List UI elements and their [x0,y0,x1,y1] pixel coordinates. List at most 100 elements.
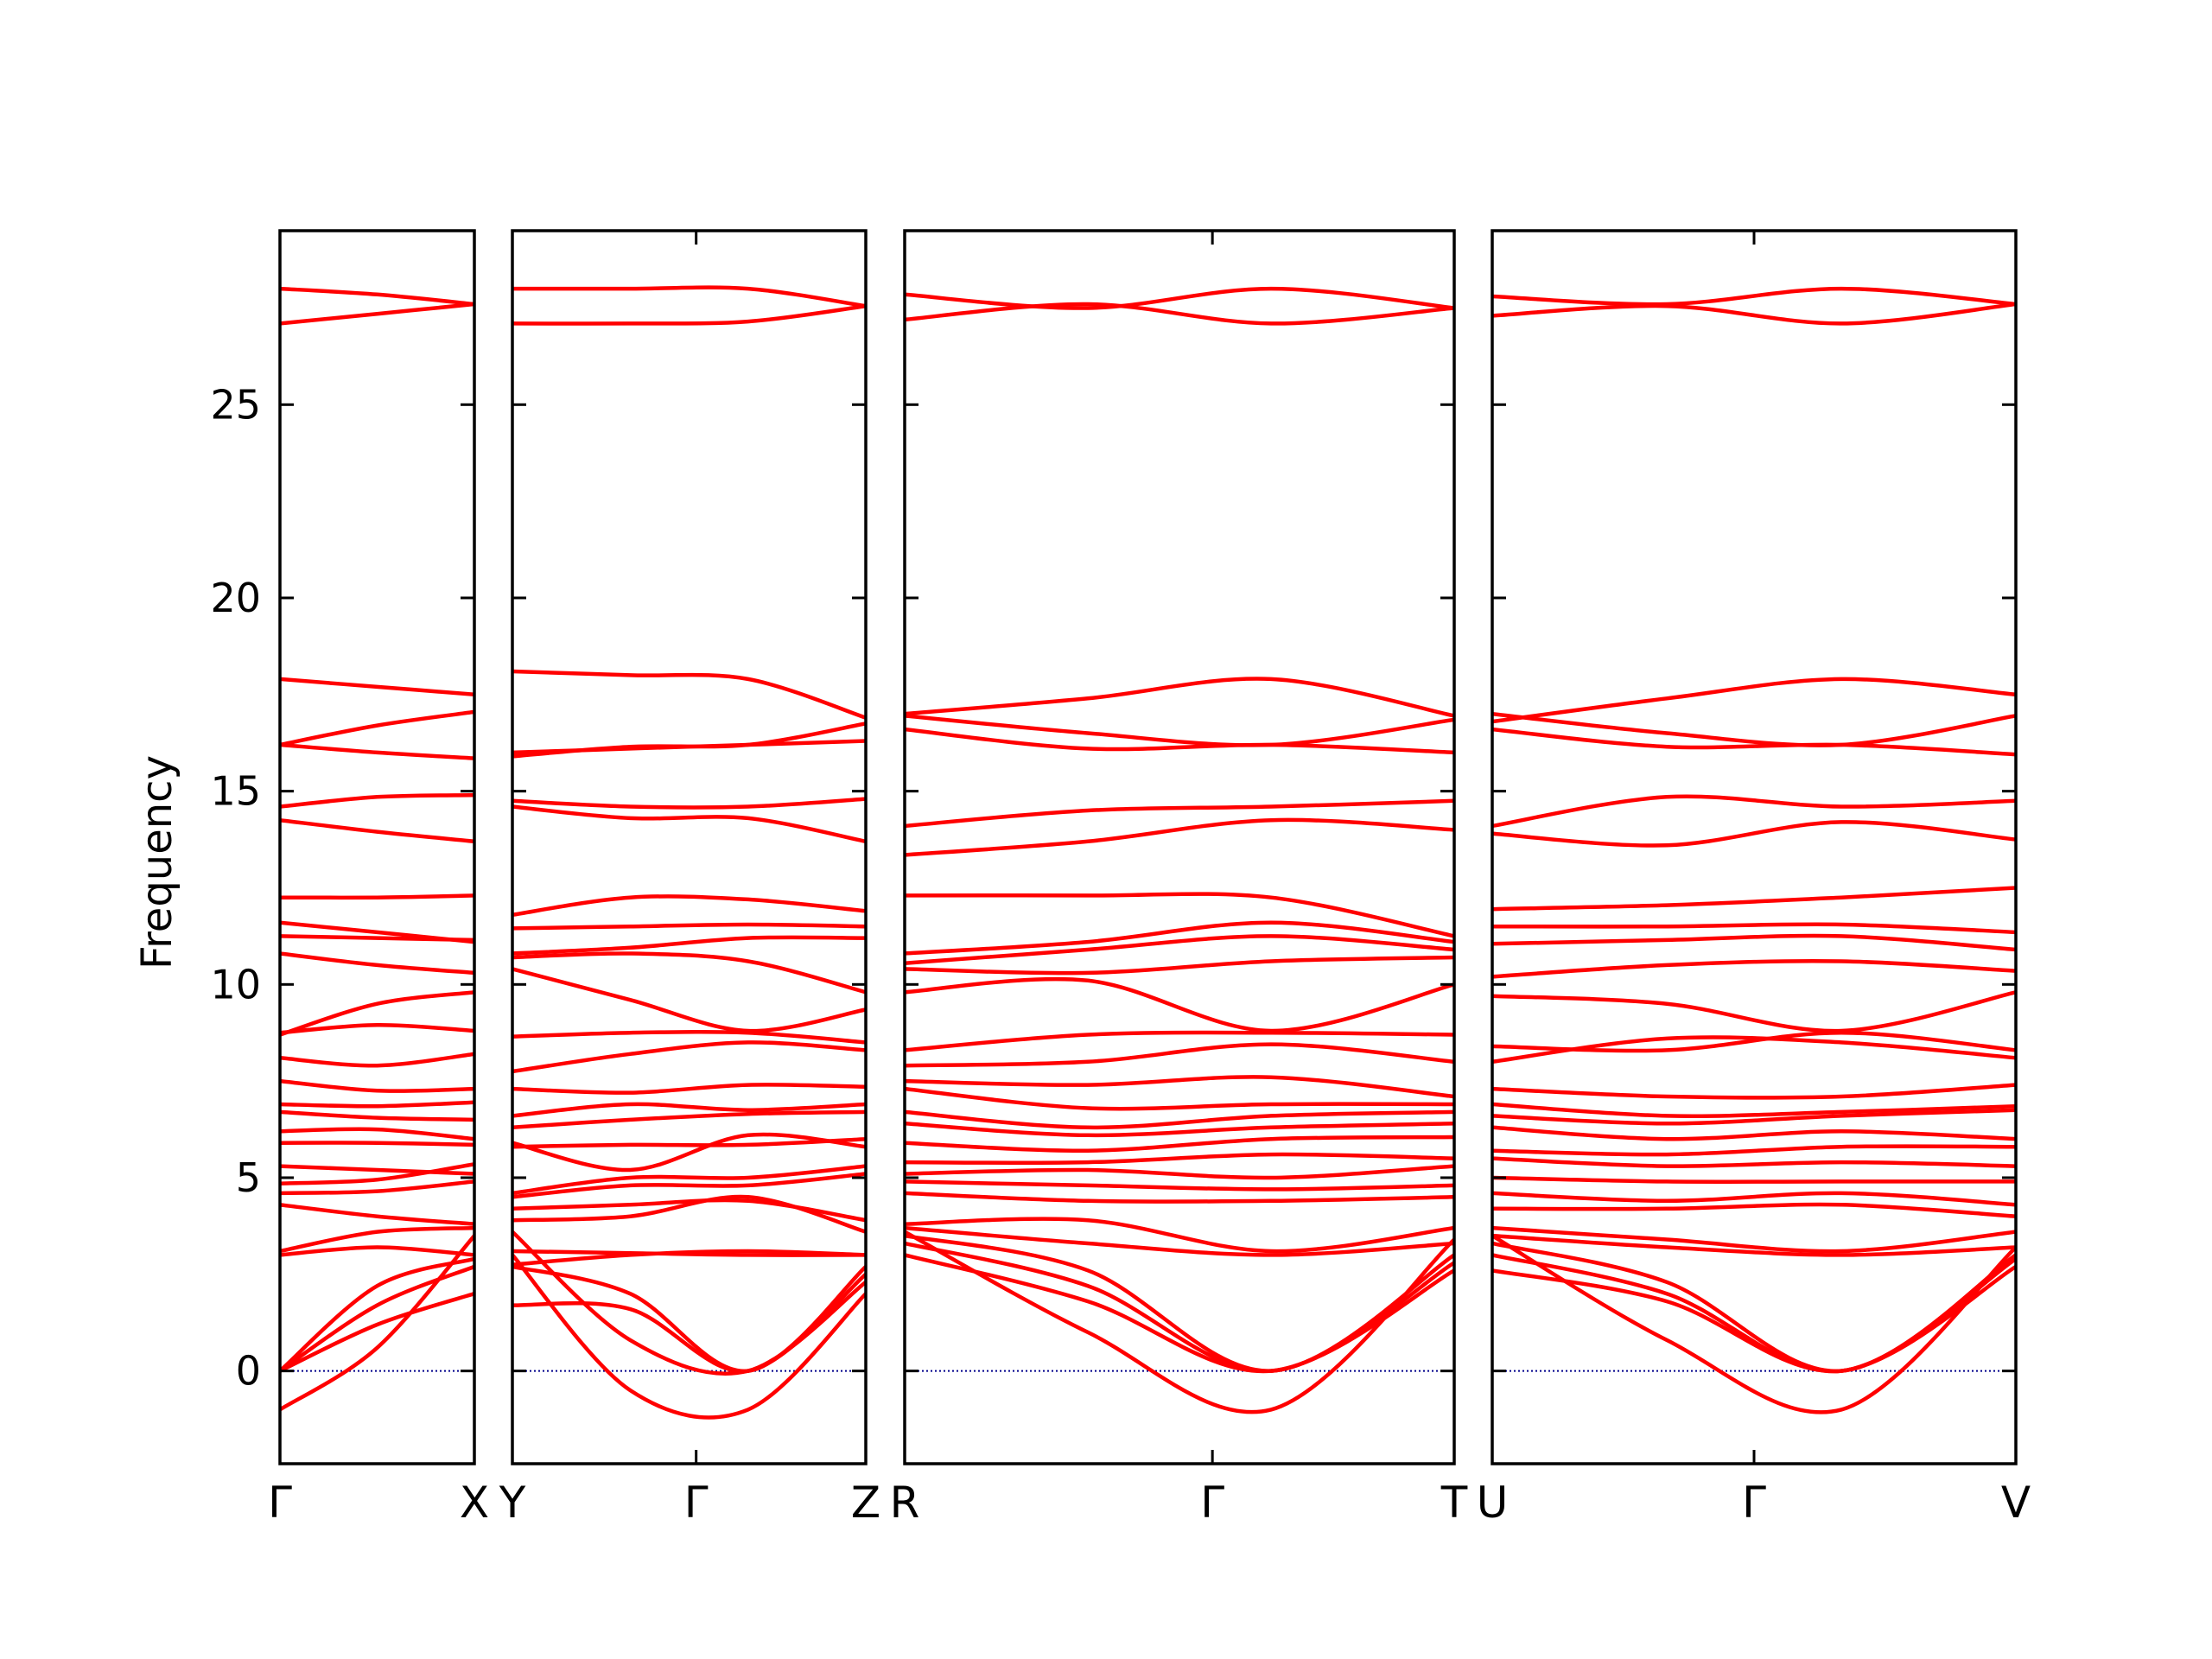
band-line-1 [905,286,1454,310]
band-line-21 [280,1162,474,1185]
band-line-26 [1492,1241,2016,1373]
band-line-16 [512,1102,866,1118]
band-line-23 [512,1194,866,1234]
band-line-25 [1492,1233,2016,1257]
band-line-19 [905,1135,1454,1153]
band-line-10 [512,935,866,956]
band-line-27 [280,1264,474,1373]
y-tick-label: 5 [236,1154,261,1201]
y-tick-label: 20 [210,575,261,621]
band-line-14 [905,1042,1454,1068]
band-line-15 [1492,1083,2016,1100]
band-line-5 [905,727,1454,755]
y-tick-label: 25 [210,381,261,428]
band-line-1 [280,286,474,307]
band-line-20 [1492,1156,2016,1168]
band-line-23 [1492,1202,2016,1218]
band-line-24 [1492,1225,2016,1254]
band-line-2 [905,302,1454,326]
panel-frame [903,229,1456,1465]
band-line-27 [905,1241,1454,1373]
band-line-25 [905,1225,1454,1257]
band-line-26 [905,1233,1454,1373]
band-line-20 [280,1164,474,1176]
band-line-5 [280,742,474,760]
band-line-18 [1492,1125,2016,1141]
y-tick-labels: 0 5 10 15 20 25 [210,381,261,1394]
band-line-11 [280,951,474,976]
band-line-8 [905,892,1454,938]
band-line-4 [905,714,1454,747]
hs-point-label: Γ [268,1478,292,1528]
band-line-16 [905,1086,1454,1111]
band-line-17 [280,1109,474,1122]
panel-frame [278,229,476,1465]
hs-point-label: Z [851,1478,880,1528]
band-line-29 [1492,1234,2016,1414]
band-line-20 [905,1152,1454,1166]
band-line-26 [512,1264,866,1373]
panel-frame [511,229,868,1465]
band-line-4 [280,709,474,747]
band-line-11 [905,955,1454,976]
band-line-1 [1492,286,2016,307]
band-group [280,286,474,1412]
band-line-19 [512,1132,866,1173]
band-line-29 [512,1253,866,1420]
band-line-18 [905,1122,1454,1138]
band-line-11 [512,951,866,995]
band-line-22 [512,1198,866,1223]
band-line-15 [905,1075,1454,1099]
hs-point-label: Y [499,1478,526,1528]
band-line-6 [905,798,1454,829]
band-line-23 [905,1191,1454,1204]
band-line-8 [512,894,866,918]
band-line-14 [280,1052,474,1068]
band-line-28 [280,1292,474,1373]
hs-point-label: V [2001,1478,2031,1528]
band-line-13 [280,1023,474,1035]
band-line-22 [280,1179,474,1196]
band-line-4 [1492,711,2016,747]
band-line-8 [1492,886,2016,912]
band-line-22 [905,1179,1454,1192]
band-line-17 [905,1109,1454,1130]
band-line-9 [512,922,866,931]
band-line-10 [280,934,474,943]
panel-frame [1491,229,2018,1465]
hs-point-label: R [890,1478,920,1528]
band-line-19 [280,1141,474,1147]
band-line-6 [280,792,474,809]
band-line-3 [905,677,1454,718]
band-line-6 [512,797,866,810]
band-line-21 [905,1164,1454,1180]
band-line-19 [1492,1144,2016,1157]
band-line-27 [1492,1253,2016,1374]
band-line-7 [1492,820,2016,848]
band-line-2 [512,303,866,326]
band-line-22 [1492,1191,2016,1207]
band-line-18 [512,1136,866,1149]
band-line-23 [280,1203,474,1226]
band-line-7 [512,804,866,844]
y-tick-label: 10 [210,961,261,1007]
band-line-17 [512,1109,866,1130]
band-line-13 [905,1030,1454,1052]
band-line-28 [512,1230,866,1376]
y-tick-label: 0 [236,1348,261,1395]
band-line-24 [280,1225,474,1254]
band-line-10 [905,934,1454,965]
band-line-3 [1492,677,2016,724]
band-line-14 [512,1040,866,1074]
band-group [512,285,866,1420]
band-line-10 [1492,933,2016,952]
band-line-1 [512,285,866,308]
band-line-21 [512,1172,866,1199]
band-line-12 [280,990,474,1037]
hs-point-label: Γ [684,1478,709,1528]
band-line-28 [1492,1264,2016,1374]
